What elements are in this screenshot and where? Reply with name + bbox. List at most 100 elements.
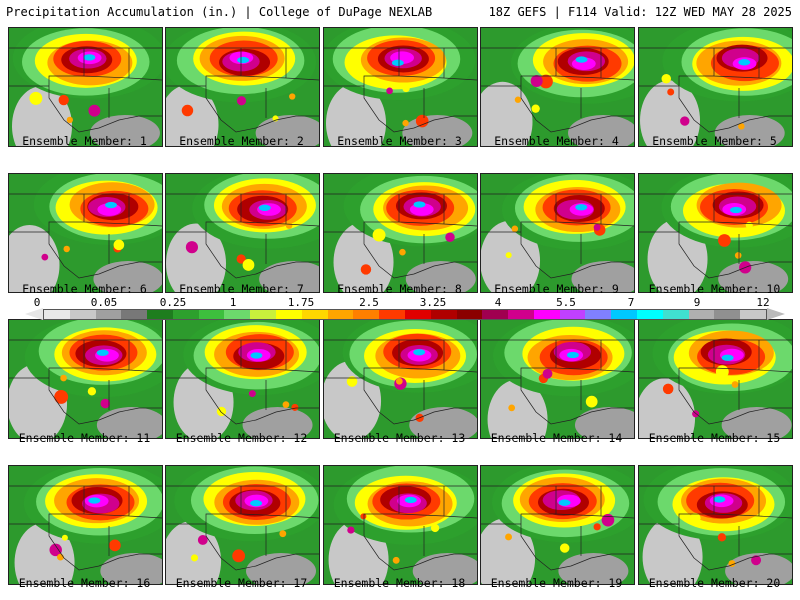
colorbar-swatch	[430, 310, 457, 319]
ensemble-member-map	[638, 319, 793, 439]
colorbar-swatch	[379, 310, 405, 319]
ensemble-member-map	[165, 27, 320, 147]
colorbar-label: 4	[494, 296, 502, 309]
member-caption: Ensemble Member: 15	[648, 431, 781, 445]
ensemble-member-map	[480, 173, 635, 293]
colorbar-label: 0	[33, 296, 41, 309]
member-caption: Ensemble Member: 7	[179, 282, 304, 296]
member-caption: Ensemble Member: 8	[337, 282, 462, 296]
ensemble-member-map	[8, 27, 163, 147]
member-caption: Ensemble Member: 19	[490, 576, 623, 590]
precip-field	[639, 174, 792, 292]
precip-field	[481, 320, 634, 438]
colorbar-label: 9	[693, 296, 701, 309]
colorbar-swatches	[43, 309, 767, 320]
ensemble-member-map	[638, 173, 793, 293]
precip-field	[639, 28, 792, 146]
colorbar-swatch	[95, 310, 122, 319]
precip-field	[166, 320, 319, 438]
member-caption: Ensemble Member: 4	[494, 134, 619, 148]
ensemble-member-map	[323, 27, 478, 147]
ensemble-member-map	[480, 319, 635, 439]
colorbar-right-arrow	[767, 308, 785, 320]
precip-field	[324, 320, 477, 438]
precip-field	[481, 466, 634, 584]
run-info: 18Z GEFS | F114 Valid: 12Z WED MAY 28 20…	[488, 5, 792, 19]
colorbar-swatch	[508, 310, 534, 319]
ensemble-member-map	[8, 173, 163, 293]
colorbar-swatch	[585, 310, 612, 319]
ensemble-member-map	[480, 27, 635, 147]
colorbar-swatch	[44, 310, 70, 319]
member-caption: Ensemble Member: 5	[652, 134, 777, 148]
ensemble-member-map	[165, 319, 320, 439]
member-caption: Ensemble Member: 20	[648, 576, 781, 590]
member-caption: Ensemble Member: 6	[22, 282, 147, 296]
colorbar-swatch	[276, 310, 302, 319]
colorbar-swatch	[198, 310, 225, 319]
member-caption: Ensemble Member: 14	[490, 431, 623, 445]
ensemble-member-map	[638, 27, 793, 147]
precip-field	[9, 320, 162, 438]
colorbar-swatch	[69, 310, 96, 319]
colorbar-label: 7	[627, 296, 635, 309]
member-caption: Ensemble Member: 1	[22, 134, 147, 148]
member-caption: Ensemble Member: 16	[18, 576, 151, 590]
colorbar-swatch	[172, 310, 199, 319]
member-caption: Ensemble Member: 18	[333, 576, 466, 590]
precip-field	[9, 28, 162, 146]
precip-field	[324, 174, 477, 292]
member-caption: Ensemble Member: 10	[648, 282, 781, 296]
precip-field	[166, 28, 319, 146]
colorbar-swatch	[714, 310, 741, 319]
colorbar-swatch	[353, 310, 380, 319]
ensemble-member-map	[638, 465, 793, 585]
precip-field	[9, 174, 162, 292]
precip-field	[166, 466, 319, 584]
precip-field	[639, 466, 792, 584]
colorbar-swatch	[559, 310, 586, 319]
colorbar-swatch	[636, 310, 663, 319]
colorbar-swatch	[662, 310, 689, 319]
colorbar-swatch	[121, 310, 148, 319]
colorbar-label: 3.25	[419, 296, 447, 309]
precip-field	[481, 174, 634, 292]
colorbar-swatch	[482, 310, 509, 319]
ensemble-member-map	[165, 173, 320, 293]
colorbar-label: 1	[229, 296, 237, 309]
colorbar-swatch	[224, 310, 251, 319]
colorbar-label: 12	[756, 296, 770, 309]
member-caption: Ensemble Member: 9	[494, 282, 619, 296]
member-caption: Ensemble Member: 2	[179, 134, 304, 148]
page-title: Precipitation Accumulation (in.) | Colle…	[6, 5, 433, 19]
colorbar-legend: 0 0.05 0.25 1 1.75 2.5 3.25 4 5.5 7 9 12	[25, 296, 785, 322]
colorbar-swatch	[611, 310, 637, 319]
colorbar-label: 5.5	[556, 296, 576, 309]
ensemble-member-map	[165, 465, 320, 585]
ensemble-member-map	[8, 319, 163, 439]
precip-field	[324, 466, 477, 584]
colorbar-swatch	[250, 310, 277, 319]
colorbar-left-arrow	[25, 308, 43, 320]
colorbar-swatch	[533, 310, 560, 319]
colorbar-label: 0.05	[90, 296, 118, 309]
colorbar-swatch	[327, 310, 354, 319]
colorbar-label: 1.75	[287, 296, 315, 309]
colorbar-swatch	[301, 310, 328, 319]
colorbar-swatch	[456, 310, 483, 319]
colorbar-swatch	[740, 310, 766, 319]
colorbar-swatch	[688, 310, 715, 319]
member-caption: Ensemble Member: 3	[337, 134, 462, 148]
member-caption: Ensemble Member: 12	[175, 431, 308, 445]
precip-field	[324, 28, 477, 146]
member-caption: Ensemble Member: 13	[333, 431, 466, 445]
colorbar-swatch	[147, 310, 173, 319]
precip-field	[481, 28, 634, 146]
ensemble-member-map	[323, 319, 478, 439]
colorbar-label: 0.25	[159, 296, 187, 309]
ensemble-member-map	[480, 465, 635, 585]
precip-field	[9, 466, 162, 584]
colorbar-label: 2.5	[359, 296, 379, 309]
ensemble-member-map	[323, 173, 478, 293]
colorbar-swatch	[404, 310, 431, 319]
